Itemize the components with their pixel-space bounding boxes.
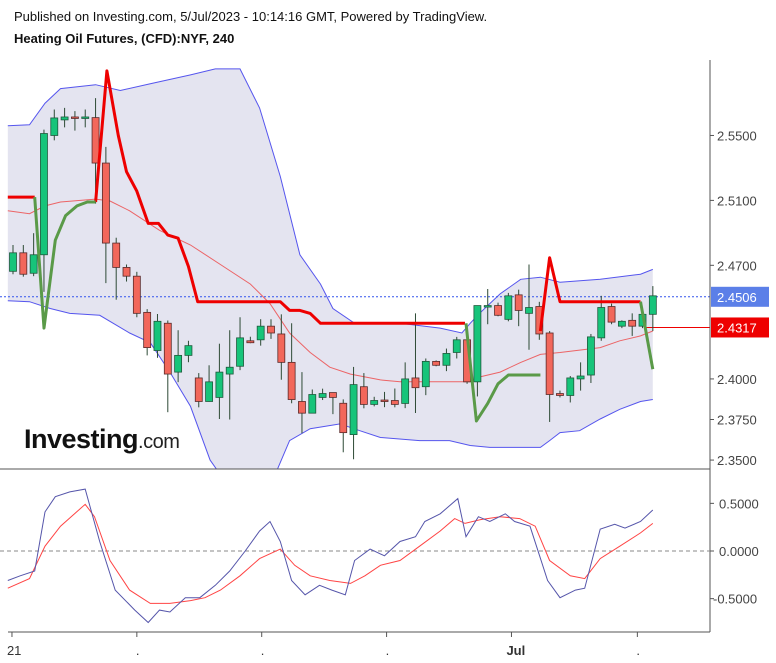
candle bbox=[411, 377, 420, 389]
candle bbox=[359, 386, 368, 405]
bollinger-upper-line bbox=[7, 68, 653, 334]
candle bbox=[215, 371, 224, 398]
candle bbox=[122, 267, 131, 277]
x-tick-label: Jul bbox=[506, 643, 525, 658]
candle bbox=[318, 393, 327, 398]
candle bbox=[132, 275, 141, 314]
step-line-red bbox=[538, 256, 641, 332]
candle bbox=[60, 116, 69, 121]
candle bbox=[514, 294, 523, 311]
x-tick-label: . bbox=[261, 643, 265, 658]
candle bbox=[349, 384, 358, 435]
candle bbox=[194, 377, 203, 402]
candle bbox=[452, 339, 461, 353]
candle bbox=[308, 394, 317, 414]
candle bbox=[432, 360, 441, 366]
candle bbox=[256, 325, 265, 341]
candle bbox=[91, 117, 100, 164]
candle bbox=[112, 242, 121, 268]
candle bbox=[81, 116, 90, 119]
investing-logo: Investing.com bbox=[24, 424, 180, 455]
logo-text: Investing bbox=[24, 424, 139, 454]
candle bbox=[525, 307, 533, 314]
candle bbox=[329, 392, 337, 398]
step-line-red bbox=[94, 69, 465, 325]
candle bbox=[267, 325, 275, 334]
candle bbox=[9, 252, 17, 272]
candle bbox=[390, 400, 399, 405]
candle bbox=[225, 366, 234, 375]
candle bbox=[576, 375, 585, 380]
candle bbox=[442, 353, 451, 366]
step-line-green bbox=[464, 323, 541, 423]
bollinger-band-fill bbox=[7, 68, 653, 469]
candle bbox=[648, 295, 657, 315]
candle bbox=[71, 116, 79, 119]
y-tick-label: 2.5500 bbox=[717, 128, 757, 143]
osc-y-tick-label: 0.5000 bbox=[719, 496, 759, 511]
price-pane bbox=[0, 68, 710, 469]
candle bbox=[29, 254, 38, 274]
logo-suffix: .com bbox=[138, 431, 180, 453]
candle bbox=[380, 399, 389, 402]
candle bbox=[246, 340, 255, 344]
y-tick-label: 2.3500 bbox=[717, 453, 757, 468]
osc-signal-line bbox=[7, 503, 654, 604]
candle bbox=[236, 337, 244, 367]
candle bbox=[483, 305, 492, 308]
osc-y-tick-label: -0.5000 bbox=[713, 592, 757, 607]
candle bbox=[101, 162, 110, 244]
candle bbox=[19, 252, 28, 275]
osc-y-tick-label: 0.0000 bbox=[719, 544, 759, 559]
candle bbox=[401, 378, 410, 404]
osc-main-line bbox=[7, 488, 654, 624]
candle bbox=[587, 336, 595, 376]
candle bbox=[617, 320, 626, 327]
candle bbox=[504, 295, 513, 320]
candle bbox=[163, 322, 172, 375]
x-tick-label: . bbox=[136, 643, 140, 658]
y-tick-label: 2.4700 bbox=[717, 258, 757, 273]
x-tick-label: . bbox=[386, 643, 390, 658]
candle bbox=[556, 393, 564, 396]
candle bbox=[597, 307, 606, 339]
candle bbox=[628, 319, 637, 327]
x-tick-label: . bbox=[636, 643, 640, 658]
candle bbox=[607, 306, 616, 323]
candle bbox=[494, 305, 502, 316]
y-tick-label: 2.3750 bbox=[717, 412, 757, 427]
candle bbox=[184, 345, 193, 356]
last-price-badge: 2.4506 bbox=[717, 290, 757, 305]
y-tick-label: 2.5100 bbox=[717, 193, 757, 208]
step-line-green bbox=[639, 301, 655, 370]
candle bbox=[287, 361, 296, 400]
last-price-badge-bg bbox=[711, 286, 769, 307]
candle bbox=[40, 133, 48, 256]
candle bbox=[421, 360, 430, 388]
ref-price-badge-bg bbox=[711, 317, 769, 338]
candle bbox=[143, 311, 152, 348]
ref-price-badge: 2.4317 bbox=[717, 320, 757, 335]
candle bbox=[566, 377, 575, 396]
candle bbox=[277, 333, 286, 363]
candle bbox=[339, 402, 348, 434]
x-tick-label: 21 bbox=[7, 643, 21, 658]
candle bbox=[153, 320, 162, 351]
candle bbox=[473, 305, 482, 383]
candle bbox=[174, 354, 183, 373]
candle bbox=[205, 381, 213, 402]
candle bbox=[370, 400, 379, 405]
candle bbox=[50, 117, 59, 136]
candle bbox=[545, 332, 554, 395]
candle bbox=[298, 401, 306, 414]
chart-title: Heating Oil Futures, (CFD):NYF, 240 bbox=[14, 31, 235, 46]
step-line-green bbox=[33, 196, 96, 330]
y-tick-label: 2.4000 bbox=[717, 372, 757, 387]
published-caption: Published on Investing.com, 5/Jul/2023 -… bbox=[14, 9, 488, 24]
